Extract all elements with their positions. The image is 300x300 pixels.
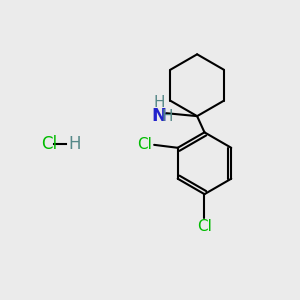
Text: H: H [68,135,81,153]
Text: H: H [162,109,173,124]
Text: N: N [151,107,166,125]
Text: Cl: Cl [197,219,212,234]
Text: Cl: Cl [41,135,57,153]
Text: H: H [153,95,165,110]
Text: Cl: Cl [137,137,152,152]
